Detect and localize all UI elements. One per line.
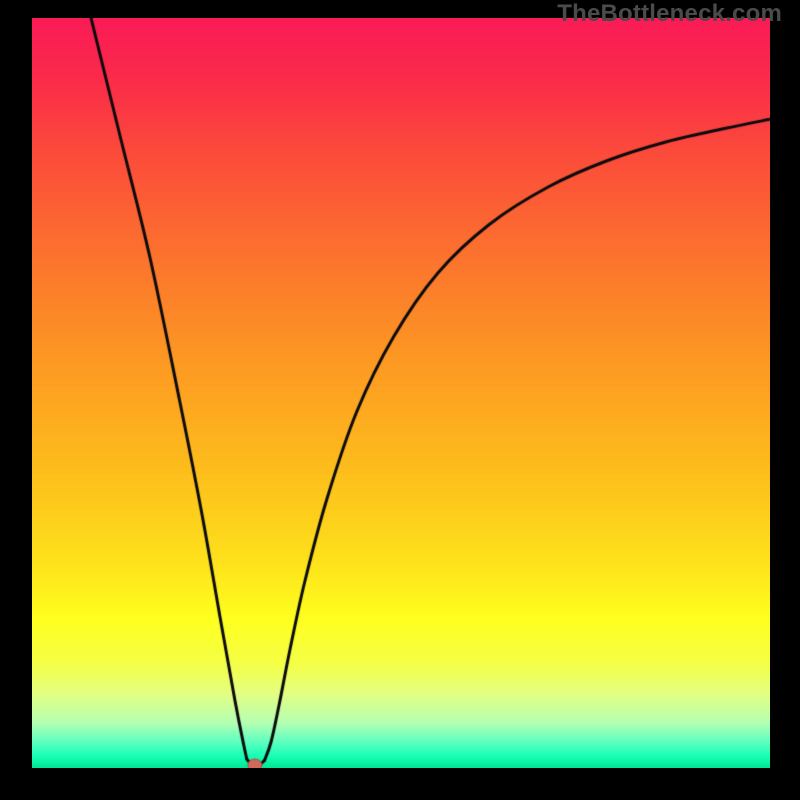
watermark-text: TheBottleneck.com — [557, 0, 782, 28]
chart-canvas — [32, 18, 770, 768]
plot-area — [32, 18, 770, 768]
figure-frame: TheBottleneck.com — [0, 0, 800, 800]
